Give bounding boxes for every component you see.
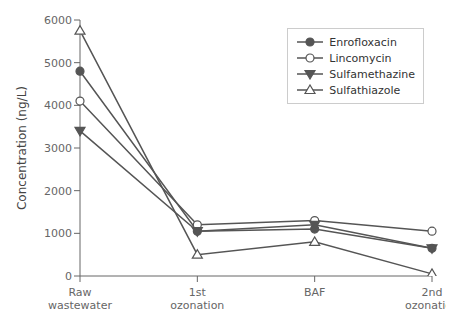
svg-text:3000: 3000 [44,142,72,155]
html-text:Sulfamethazine: Sulfamethazine [329,67,415,81]
svg-text:1000: 1000 [44,227,72,240]
svg-text:0: 0 [65,270,72,283]
svg-text:5000: 5000 [44,57,72,70]
svg-text:2000: 2000 [44,185,72,198]
svg-text:6000: 6000 [44,14,72,27]
svg-text:Concentration (ng/L): Concentration (ng/L) [15,86,29,210]
svg-text:1stozonation: 1stozonation [170,286,224,312]
html-text:Enrofloxacin: Enrofloxacin [329,35,397,49]
html-text:Lincomycin: Lincomycin [329,51,392,65]
svg-text:2ndozonation: 2ndozonation [405,286,446,312]
html-text:Sulfathiazole: Sulfathiazole [329,83,401,97]
svg-text:4000: 4000 [44,99,72,112]
svg-text:Rawwastewater: Rawwastewater [48,286,112,312]
svg-text:BAF: BAF [304,286,325,299]
